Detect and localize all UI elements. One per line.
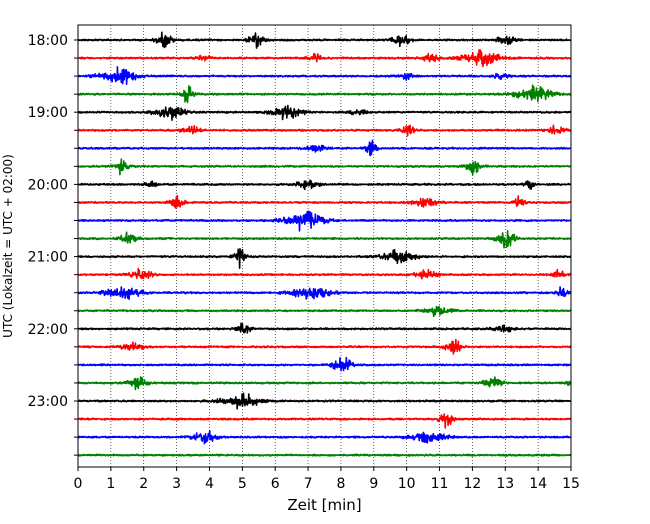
x-axis-label: Zeit [min] bbox=[287, 496, 361, 514]
x-tick-label: 7 bbox=[304, 476, 313, 492]
x-tick-label: 10 bbox=[398, 476, 416, 492]
seismogram-trace bbox=[77, 267, 572, 280]
seismogram-trace bbox=[77, 376, 572, 391]
x-tick-label: 0 bbox=[74, 476, 83, 492]
seismogram-trace bbox=[77, 430, 572, 445]
y-axis-label: UTC (Lokalzeit = UTC + 02:00) bbox=[1, 154, 15, 338]
seismogram-trace bbox=[77, 305, 572, 318]
seismogram-trace bbox=[77, 158, 572, 176]
seismogram-trace bbox=[77, 392, 572, 410]
x-tick-label: 11 bbox=[431, 476, 449, 492]
x-tick-label: 4 bbox=[205, 476, 214, 492]
x-tick-label: 12 bbox=[463, 476, 481, 492]
seismogram-trace bbox=[77, 229, 572, 249]
x-tick-label: 14 bbox=[529, 476, 547, 492]
y-tick-label: 22:00 bbox=[28, 322, 68, 338]
x-tick-label: 13 bbox=[496, 476, 514, 492]
seismogram-trace bbox=[77, 413, 572, 429]
x-tick-label: 2 bbox=[139, 476, 148, 492]
seismogram-trace bbox=[77, 286, 572, 300]
y-tick-label: 20:00 bbox=[28, 177, 68, 193]
seismogram-trace bbox=[77, 139, 572, 157]
x-tick-label: 3 bbox=[172, 476, 181, 492]
x-tick-label: 5 bbox=[238, 476, 247, 492]
x-tick-label: 1 bbox=[106, 476, 115, 492]
y-tick-label: 23:00 bbox=[28, 394, 68, 410]
seismogram-trace bbox=[77, 179, 572, 191]
y-tick-label: 18:00 bbox=[28, 33, 68, 49]
seismogram-trace bbox=[77, 356, 572, 372]
x-tick-label: 8 bbox=[336, 476, 345, 492]
seismogram-trace bbox=[77, 104, 572, 121]
seismogram-trace bbox=[77, 453, 572, 457]
seismogram-trace bbox=[77, 124, 572, 137]
seismogram-trace bbox=[77, 84, 572, 104]
y-tick-label: 19:00 bbox=[28, 105, 68, 121]
seismogram-trace bbox=[77, 210, 572, 232]
plot-frame bbox=[77, 24, 572, 468]
x-tick-label: 6 bbox=[271, 476, 280, 492]
seismogram-trace bbox=[77, 194, 572, 209]
x-tick-label: 9 bbox=[369, 476, 378, 492]
x-tick-label: 15 bbox=[562, 476, 580, 492]
y-tick-label: 21:00 bbox=[28, 250, 68, 266]
tick-layer: 0 1 2 3 4 5 6 7 8 9 10 11 12 13 14 1518:0019:0020:0021:… bbox=[28, 33, 580, 492]
seismogram-trace bbox=[77, 65, 572, 86]
seismogram-trace bbox=[77, 338, 572, 355]
seismogram-trace bbox=[77, 31, 572, 49]
seismogram-trace bbox=[77, 248, 572, 269]
trace-layer bbox=[77, 31, 572, 457]
seismogram-trace bbox=[77, 49, 572, 68]
seismogram-trace bbox=[77, 322, 572, 334]
